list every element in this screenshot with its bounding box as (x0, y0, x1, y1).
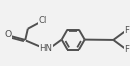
Text: HN: HN (40, 44, 53, 53)
Text: F: F (124, 26, 129, 35)
Text: F: F (124, 45, 129, 54)
Text: O: O (4, 30, 11, 39)
Text: Cl: Cl (39, 16, 47, 25)
